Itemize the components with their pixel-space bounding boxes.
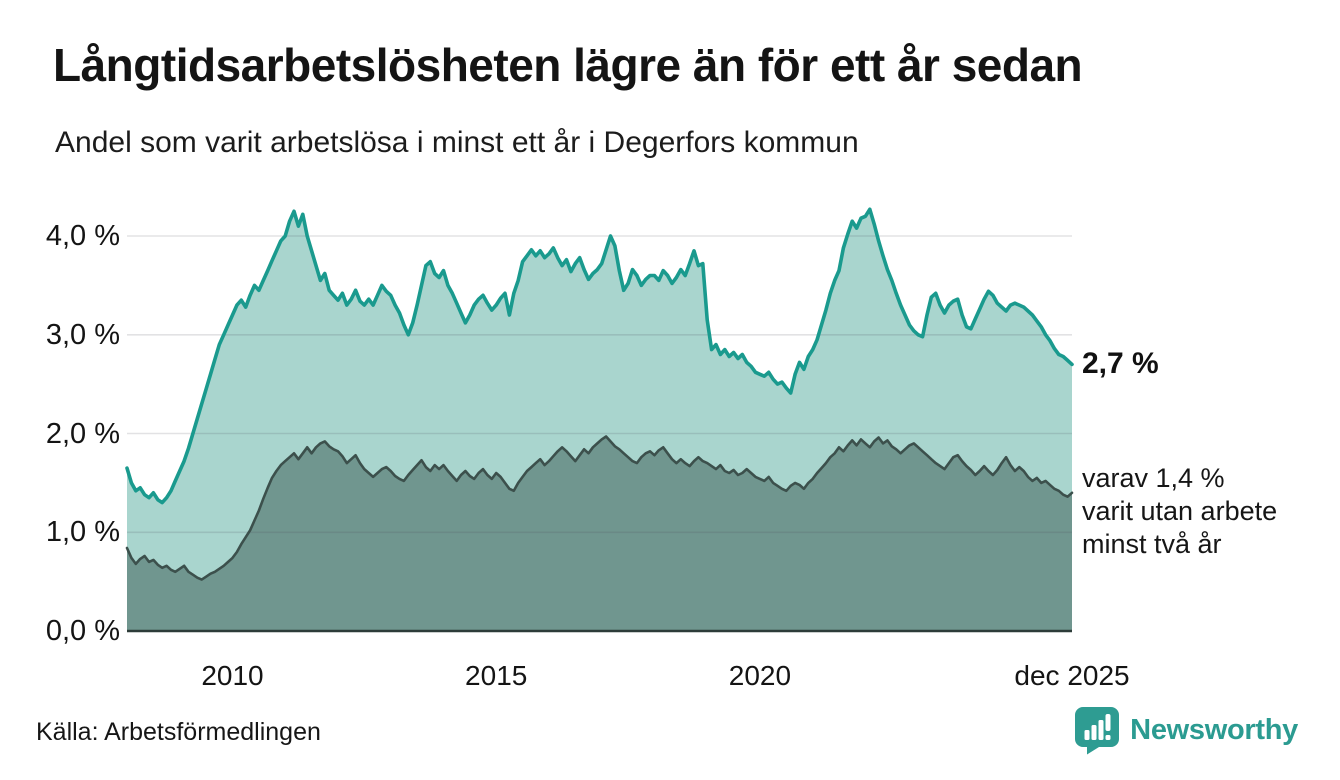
- total-line: [125, 207, 1074, 505]
- x-tick-label: dec 2025: [1014, 660, 1130, 691]
- newsworthy-wordmark: Newsworthy: [1130, 714, 1298, 746]
- two-year-line: [125, 435, 1074, 581]
- y-tick-label: 3,0 %: [45, 318, 120, 351]
- y-tick-label: 1,0 %: [45, 516, 120, 549]
- latest-value-label: 2,7 %: [1082, 347, 1159, 380]
- y-tick-label: 2,0 %: [45, 417, 120, 450]
- x-tick-label: 2010: [201, 660, 264, 691]
- x-tick-label: 2015: [465, 660, 528, 691]
- y-tick-label: 0,0 %: [45, 615, 120, 647]
- chart-title: Långtidsarbetslösheten lägre än för ett …: [53, 39, 1083, 91]
- newsworthy-logo[interactable]: Newsworthy: [1074, 706, 1298, 755]
- y-tick-label: 4,0 %: [45, 220, 120, 252]
- two-year-annotation: varav 1,4 % varit utan arbete minst två …: [1082, 463, 1278, 559]
- chart-subtitle: Andel som varit arbetslösa i minst ett å…: [55, 126, 859, 159]
- two-year-area: [127, 436, 1072, 631]
- newsworthy-icon: [1075, 707, 1120, 755]
- x-tick-label: 2020: [728, 660, 792, 691]
- source-label: Källa: Arbetsförmedlingen: [36, 718, 321, 746]
